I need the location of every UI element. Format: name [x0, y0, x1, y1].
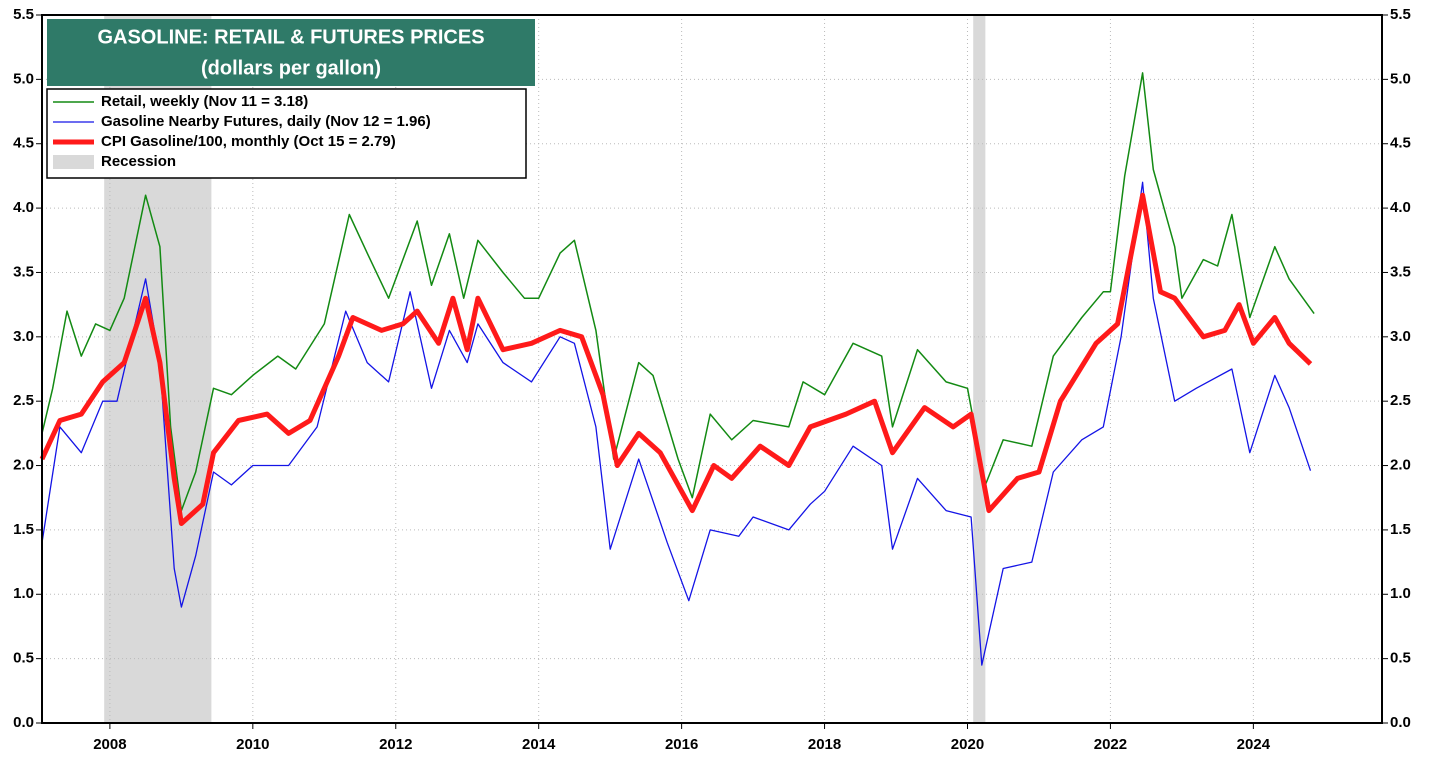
y2-tick-label: 4.5: [1390, 135, 1411, 152]
y2-tick-label: 0.0: [1390, 714, 1411, 731]
y2-tick-label: 5.5: [1390, 6, 1411, 23]
x-tick-label: 2016: [665, 736, 698, 753]
title-box: [47, 19, 535, 86]
y-tick-label: 2.0: [13, 457, 34, 474]
y2-tick-label: 5.0: [1390, 70, 1411, 87]
y-tick-label: 1.5: [13, 521, 34, 538]
y-tick-label: 3.5: [13, 263, 34, 280]
x-tick-label: 2008: [93, 736, 126, 753]
y2-tick-label: 1.0: [1390, 585, 1411, 602]
y2-tick-label: 3.0: [1390, 328, 1411, 345]
x-tick-label: 2018: [808, 736, 841, 753]
recession-band: [973, 15, 986, 723]
chart-title: GASOLINE: RETAIL & FUTURES PRICES: [97, 26, 484, 48]
y-tick-label: 5.0: [13, 70, 34, 87]
y2-tick-label: 1.5: [1390, 521, 1411, 538]
y2-tick-label: 4.0: [1390, 199, 1411, 216]
x-tick-label: 2014: [522, 736, 556, 753]
y2-tick-label: 0.5: [1390, 650, 1411, 667]
x-tick-label: 2010: [236, 736, 269, 753]
x-tick-label: 2012: [379, 736, 412, 753]
y2-tick-label: 3.5: [1390, 263, 1411, 280]
legend-label: Recession: [101, 153, 176, 170]
series-line: [41, 181, 1312, 666]
y-tick-label: 3.0: [13, 328, 34, 345]
legend-label: Gasoline Nearby Futures, daily (Nov 12 =…: [101, 113, 431, 130]
y-tick-label: 2.5: [13, 392, 34, 409]
y2-tick-label: 2.0: [1390, 457, 1411, 474]
x-tick-label: 2022: [1094, 736, 1127, 753]
chart-subtitle: (dollars per gallon): [201, 57, 381, 79]
x-tick-label: 2020: [951, 736, 984, 753]
y-tick-label: 4.5: [13, 135, 34, 152]
y-tick-label: 4.0: [13, 199, 34, 216]
x-tick-label: 2024: [1237, 736, 1271, 753]
y-tick-label: 5.5: [13, 6, 34, 23]
series-line: [39, 192, 1313, 526]
series-line: [41, 72, 1315, 512]
legend-swatch: [53, 155, 94, 169]
y2-tick-label: 2.5: [1390, 392, 1411, 409]
y-tick-label: 0.5: [13, 650, 34, 667]
legend-label: CPI Gasoline/100, monthly (Oct 15 = 2.79…: [101, 133, 396, 150]
plot-border: [41, 14, 1383, 724]
legend: [46, 88, 527, 179]
y-tick-label: 0.0: [13, 714, 34, 731]
legend-label: Retail, weekly (Nov 11 = 3.18): [101, 93, 308, 110]
y-tick-label: 1.0: [13, 585, 34, 602]
